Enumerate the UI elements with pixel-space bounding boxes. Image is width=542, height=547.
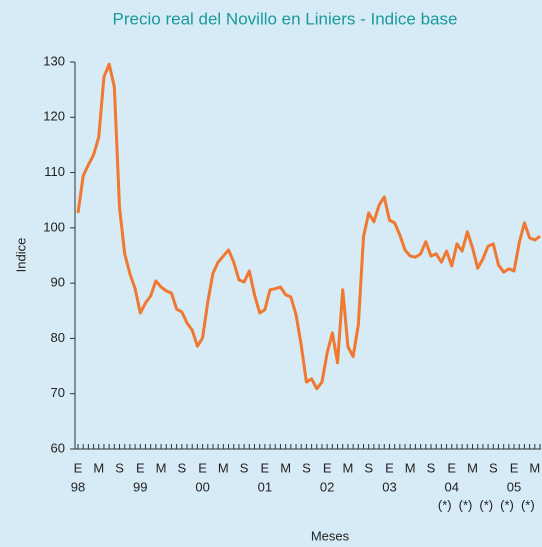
x-tick-label: M	[405, 460, 416, 475]
year-label: 01	[258, 479, 272, 494]
year-label: 03	[382, 479, 396, 494]
note-label: (*)	[459, 497, 473, 512]
y-tick-label: 90	[51, 275, 65, 290]
year-label: 98	[71, 479, 85, 494]
x-tick-label: E	[74, 460, 83, 475]
x-tick-label: S	[427, 460, 436, 475]
chart-title: Precio real del Novillo en Liniers - Ind…	[113, 9, 458, 28]
x-tick-label: M	[343, 460, 354, 475]
y-tick-label: 60	[51, 440, 65, 455]
data-line	[76, 62, 541, 391]
x-tick-label: S	[364, 460, 373, 475]
note-label: (*)	[521, 497, 535, 512]
x-tick-label: S	[177, 460, 186, 475]
x-tick-label: E	[198, 460, 207, 475]
y-tick-label: 120	[43, 109, 65, 124]
x-tick-label: S	[115, 460, 124, 475]
y-tick-label: 130	[43, 53, 65, 68]
x-tick-label: M	[467, 460, 478, 475]
note-label: (*)	[500, 497, 514, 512]
x-tick-label: S	[302, 460, 311, 475]
x-tick-label: M	[529, 460, 540, 475]
year-label: 05	[507, 479, 521, 494]
x-tick-label: E	[510, 460, 519, 475]
x-tick-label: S	[240, 460, 249, 475]
y-tick-label: 70	[51, 385, 65, 400]
x-axis-label: Meses	[311, 528, 350, 543]
x-tick-label: M	[280, 460, 291, 475]
x-tick-label: M	[156, 460, 167, 475]
x-tick-label: S	[489, 460, 498, 475]
x-tick-label: E	[136, 460, 145, 475]
x-tick-label: E	[261, 460, 270, 475]
year-label: 02	[320, 479, 334, 494]
x-tick-label: E	[447, 460, 456, 475]
y-tick-label: 100	[43, 219, 65, 234]
note-label: (*)	[479, 497, 493, 512]
y-tick-label: 80	[51, 330, 65, 345]
y-tick-label: 110	[44, 164, 65, 179]
x-tick-label: E	[385, 460, 394, 475]
year-label: 00	[195, 479, 209, 494]
year-label: 99	[133, 479, 147, 494]
year-label: 04	[445, 479, 459, 494]
y-axis-label: Indice	[13, 238, 28, 273]
x-tick-label: M	[218, 460, 229, 475]
note-label: (*)	[438, 497, 452, 512]
x-tick-label: M	[93, 460, 104, 475]
x-tick-label: E	[323, 460, 332, 475]
